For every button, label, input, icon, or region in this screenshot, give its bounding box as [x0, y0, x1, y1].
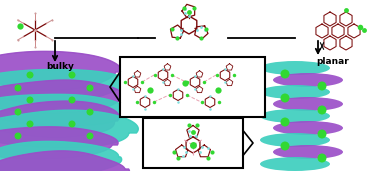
Ellipse shape [260, 133, 330, 147]
Ellipse shape [68, 121, 76, 128]
Ellipse shape [26, 71, 34, 78]
Polygon shape [0, 69, 127, 104]
Ellipse shape [14, 133, 22, 140]
Polygon shape [0, 110, 138, 148]
Ellipse shape [87, 133, 93, 140]
Polygon shape [0, 51, 121, 91]
Ellipse shape [280, 94, 290, 102]
Ellipse shape [280, 117, 290, 127]
Ellipse shape [68, 96, 76, 103]
Polygon shape [0, 151, 129, 171]
Ellipse shape [260, 61, 330, 75]
Text: bulky: bulky [46, 62, 74, 71]
Bar [120, 57, 265, 117]
Ellipse shape [260, 109, 330, 123]
Ellipse shape [68, 71, 76, 78]
Ellipse shape [318, 154, 327, 162]
Ellipse shape [273, 97, 343, 111]
Ellipse shape [260, 157, 330, 171]
Ellipse shape [26, 121, 34, 128]
Ellipse shape [14, 84, 22, 91]
Ellipse shape [318, 82, 327, 90]
Bar [143, 118, 243, 168]
Ellipse shape [318, 106, 327, 115]
Polygon shape [0, 101, 119, 137]
Polygon shape [0, 127, 118, 159]
Ellipse shape [273, 121, 343, 135]
Ellipse shape [26, 96, 34, 103]
Ellipse shape [87, 84, 93, 91]
Polygon shape [0, 141, 122, 171]
Ellipse shape [87, 109, 93, 115]
Text: planar: planar [317, 57, 349, 66]
Ellipse shape [260, 85, 330, 99]
Polygon shape [0, 94, 125, 126]
Ellipse shape [318, 129, 327, 139]
Ellipse shape [273, 145, 343, 159]
Ellipse shape [280, 69, 290, 78]
Ellipse shape [14, 109, 22, 115]
Ellipse shape [273, 73, 343, 87]
Ellipse shape [280, 141, 290, 150]
Polygon shape [0, 80, 123, 113]
